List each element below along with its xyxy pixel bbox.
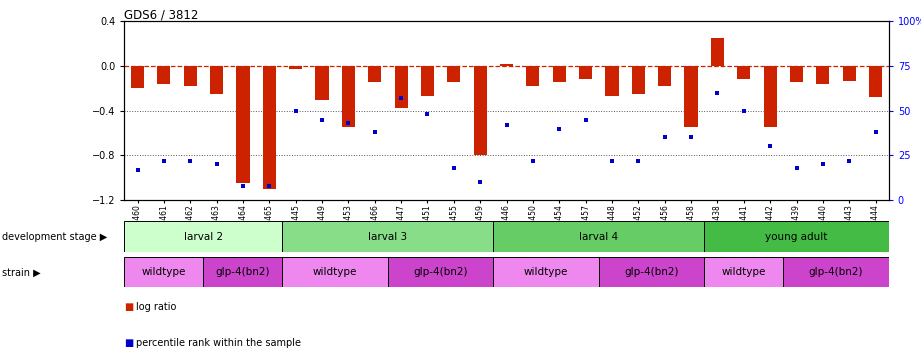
Point [183, 158, 198, 164]
Bar [388, 257, 494, 287]
Point [394, 95, 409, 101]
Bar [157, 66, 170, 84]
Bar [784, 257, 889, 287]
Point [710, 90, 725, 96]
Text: glp-4(bn2): glp-4(bn2) [414, 267, 468, 277]
Point [552, 126, 566, 131]
Point [157, 158, 171, 164]
Point [447, 165, 461, 171]
Text: larval 4: larval 4 [579, 231, 618, 242]
Bar [705, 257, 784, 287]
Bar [737, 66, 751, 80]
Point [578, 117, 593, 122]
Text: wildtype: wildtype [721, 267, 766, 277]
Point [683, 135, 698, 140]
Bar [421, 66, 434, 96]
Point [526, 158, 541, 164]
Text: larval 2: larval 2 [184, 231, 223, 242]
Bar [283, 257, 388, 287]
Text: larval 3: larval 3 [368, 231, 407, 242]
Bar [764, 66, 776, 127]
Bar [659, 66, 671, 86]
Bar [816, 66, 830, 84]
Bar [869, 66, 882, 97]
Bar [705, 221, 889, 252]
Text: wildtype: wildtype [142, 267, 186, 277]
Bar [500, 64, 513, 66]
Point [315, 117, 330, 122]
Bar [183, 66, 197, 86]
Point [815, 161, 830, 167]
Bar [494, 221, 705, 252]
Text: wildtype: wildtype [313, 267, 357, 277]
Bar [124, 257, 204, 287]
Bar [473, 66, 487, 155]
Point [420, 111, 435, 117]
Text: development stage ▶: development stage ▶ [2, 232, 107, 242]
Bar [124, 221, 283, 252]
Bar [711, 38, 724, 66]
Bar [553, 66, 565, 82]
Bar [204, 257, 283, 287]
Point [869, 129, 883, 135]
Point [341, 120, 356, 126]
Point [842, 158, 857, 164]
Point [631, 158, 646, 164]
Text: strain ▶: strain ▶ [2, 267, 41, 277]
Bar [632, 66, 645, 94]
Point [130, 167, 145, 172]
Point [737, 108, 752, 114]
Text: glp-4(bn2): glp-4(bn2) [216, 267, 270, 277]
Bar [526, 66, 540, 86]
Point [499, 122, 514, 128]
Bar [394, 66, 408, 109]
Bar [262, 66, 276, 189]
Point [658, 135, 672, 140]
Point [472, 179, 487, 185]
Point [288, 108, 303, 114]
Bar [684, 66, 698, 127]
Bar [579, 66, 592, 80]
Bar [368, 66, 381, 82]
Bar [790, 66, 803, 82]
Text: ■: ■ [124, 302, 134, 312]
Bar [210, 66, 223, 94]
Text: ■: ■ [124, 338, 134, 348]
Text: log ratio: log ratio [136, 302, 177, 312]
Bar [283, 221, 494, 252]
Text: glp-4(bn2): glp-4(bn2) [809, 267, 863, 277]
Text: wildtype: wildtype [524, 267, 568, 277]
Bar [843, 66, 856, 81]
Bar [605, 66, 619, 96]
Bar [342, 66, 355, 127]
Point [763, 144, 777, 149]
Point [367, 129, 382, 135]
Point [262, 183, 276, 188]
Text: percentile rank within the sample: percentile rank within the sample [136, 338, 301, 348]
Bar [494, 257, 599, 287]
Bar [289, 66, 302, 69]
Bar [237, 66, 250, 183]
Bar [315, 66, 329, 100]
Text: GDS6 / 3812: GDS6 / 3812 [124, 9, 199, 21]
Point [789, 165, 804, 171]
Text: glp-4(bn2): glp-4(bn2) [624, 267, 679, 277]
Text: young adult: young adult [765, 231, 828, 242]
Bar [448, 66, 460, 82]
Bar [599, 257, 705, 287]
Point [209, 161, 224, 167]
Point [604, 158, 619, 164]
Bar [131, 66, 144, 89]
Point [236, 183, 251, 188]
